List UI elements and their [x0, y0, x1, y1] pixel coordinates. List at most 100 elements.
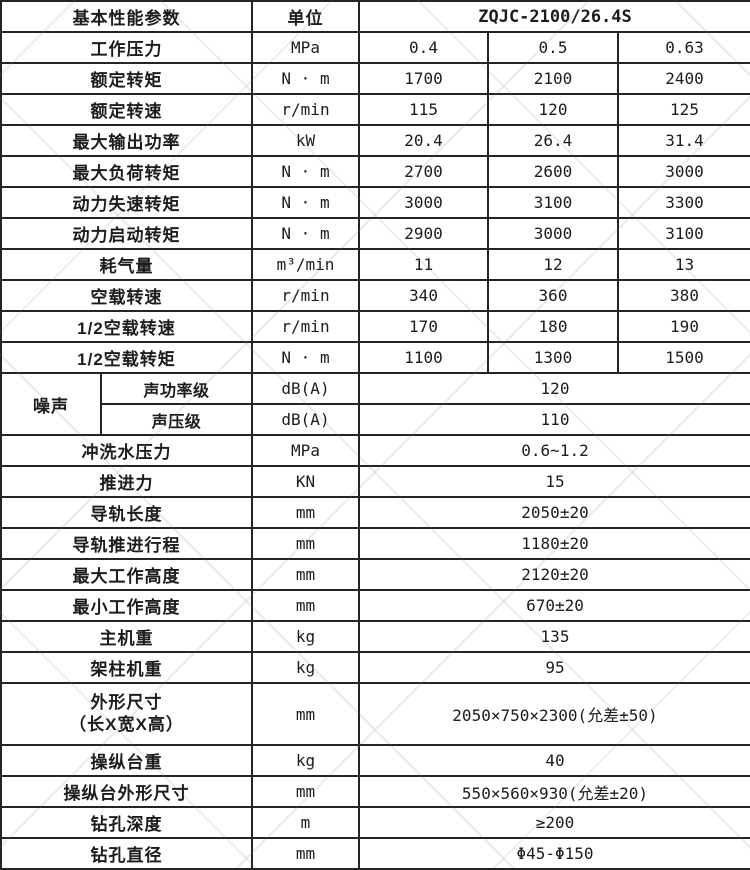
- unit-cell: kg: [251, 744, 360, 777]
- value-cell: 2400: [617, 62, 750, 95]
- value-cell: 110: [358, 403, 750, 436]
- param-label: 额定转速: [0, 93, 253, 126]
- param-label: 操纵台外形尺寸: [0, 775, 253, 808]
- value-cell: 40: [358, 744, 750, 777]
- table-row: 1/2空载转速 r/min 170 180 190: [0, 310, 750, 343]
- noise-group-label: 噪声: [0, 372, 102, 436]
- table-row: 最小工作高度 mm 670±20: [0, 589, 750, 622]
- value-cell: 1500: [617, 341, 750, 374]
- unit-cell: mm: [251, 589, 360, 622]
- param-label: 外形尺寸 （长X宽X高）: [0, 682, 253, 746]
- value-cell: 2900: [358, 217, 489, 250]
- value-cell: 1180±20: [358, 527, 750, 560]
- unit-cell: m³/min: [251, 248, 360, 281]
- table-row: 冲洗水压力 MPa 0.6~1.2: [0, 434, 750, 467]
- unit-cell: dB(A): [251, 403, 360, 436]
- table-row: 主机重 kg 135: [0, 620, 750, 653]
- unit-cell: mm: [251, 682, 360, 746]
- param-label: 导轨长度: [0, 496, 253, 529]
- value-cell: 550×560×930(允差±20): [358, 775, 750, 808]
- unit-cell: MPa: [251, 31, 360, 64]
- unit-cell: mm: [251, 558, 360, 591]
- value-cell: 2100: [487, 62, 619, 95]
- value-cell: 2050±20: [358, 496, 750, 529]
- table-row: 钻孔直径 mm Φ45-Φ150: [0, 837, 750, 870]
- param-label: 1/2空载转矩: [0, 341, 253, 374]
- value-cell: 125: [617, 93, 750, 126]
- value-cell: 12: [487, 248, 619, 281]
- param-label: 空载转速: [0, 279, 253, 312]
- param-label: 推进力: [0, 465, 253, 498]
- value-cell: 2600: [487, 155, 619, 188]
- value-cell: 3000: [358, 186, 489, 219]
- param-label: 动力启动转矩: [0, 217, 253, 250]
- table-row: 最大工作高度 mm 2120±20: [0, 558, 750, 591]
- param-label: 钻孔深度: [0, 806, 253, 839]
- unit-cell: N · m: [251, 341, 360, 374]
- unit-cell: KN: [251, 465, 360, 498]
- value-cell: 1700: [358, 62, 489, 95]
- table-row: 导轨长度 mm 2050±20: [0, 496, 750, 529]
- value-cell: 20.4: [358, 124, 489, 157]
- value-cell: 3000: [487, 217, 619, 250]
- value-cell: 190: [617, 310, 750, 343]
- value-cell: 0.6~1.2: [358, 434, 750, 467]
- table-row: 额定转矩 N · m 1700 2100 2400: [0, 62, 750, 95]
- unit-cell: kg: [251, 651, 360, 684]
- param-label: 1/2空载转速: [0, 310, 253, 343]
- param-label: 冲洗水压力: [0, 434, 253, 467]
- value-cell: 26.4: [487, 124, 619, 157]
- unit-cell: mm: [251, 837, 360, 870]
- param-label: 声压级: [100, 403, 253, 436]
- table-row: 操纵台外形尺寸 mm 550×560×930(允差±20): [0, 775, 750, 808]
- param-label: 最小工作高度: [0, 589, 253, 622]
- value-cell: 115: [358, 93, 489, 126]
- param-label: 最大工作高度: [0, 558, 253, 591]
- header-model: ZQJC-2100/26.4S: [358, 0, 750, 33]
- param-label: 最大负荷转矩: [0, 155, 253, 188]
- table-row: 钻孔深度 m ≥200: [0, 806, 750, 839]
- table-row: 架柱机重 kg 95: [0, 651, 750, 684]
- table-row: 操纵台重 kg 40: [0, 744, 750, 777]
- param-label: 钻孔直径: [0, 837, 253, 870]
- value-cell: 2120±20: [358, 558, 750, 591]
- table-row: 推进力 KN 15: [0, 465, 750, 498]
- value-cell: 0.5: [487, 31, 619, 64]
- param-label: 额定转矩: [0, 62, 253, 95]
- value-cell: 3000: [617, 155, 750, 188]
- param-label-line1: 外形尺寸: [90, 693, 163, 712]
- table-row: 动力失速转矩 N · m 3000 3100 3300: [0, 186, 750, 219]
- value-cell: ≥200: [358, 806, 750, 839]
- param-label: 声功率级: [100, 372, 253, 405]
- table-row: 最大输出功率 kW 20.4 26.4 31.4: [0, 124, 750, 157]
- value-cell: 120: [358, 372, 750, 405]
- unit-cell: mm: [251, 496, 360, 529]
- table-row-noise: 声压级 dB(A) 110: [1, 403, 750, 436]
- value-cell: Φ45-Φ150: [358, 837, 750, 870]
- unit-cell: N · m: [251, 217, 360, 250]
- param-label: 最大输出功率: [0, 124, 253, 157]
- header-unit: 单位: [251, 0, 360, 33]
- value-cell: 15: [358, 465, 750, 498]
- value-cell: 340: [358, 279, 489, 312]
- table-row: 导轨推进行程 mm 1180±20: [0, 527, 750, 560]
- table-row: 动力启动转矩 N · m 2900 3000 3100: [0, 217, 750, 250]
- value-cell: 170: [358, 310, 489, 343]
- value-cell: 670±20: [358, 589, 750, 622]
- value-cell: 31.4: [617, 124, 750, 157]
- unit-cell: r/min: [251, 279, 360, 312]
- table-row: 额定转速 r/min 115 120 125: [0, 93, 750, 126]
- table-row: 工作压力 MPa 0.4 0.5 0.63: [0, 31, 750, 64]
- value-cell: 0.63: [617, 31, 750, 64]
- value-cell: 360: [487, 279, 619, 312]
- unit-cell: N · m: [251, 62, 360, 95]
- value-cell: 3100: [487, 186, 619, 219]
- param-label: 导轨推进行程: [0, 527, 253, 560]
- param-label: 主机重: [0, 620, 253, 653]
- value-cell: 380: [617, 279, 750, 312]
- table-row: 1/2空载转矩 N · m 1100 1300 1500: [0, 341, 750, 374]
- value-cell: 1100: [358, 341, 489, 374]
- value-cell: 0.4: [358, 31, 489, 64]
